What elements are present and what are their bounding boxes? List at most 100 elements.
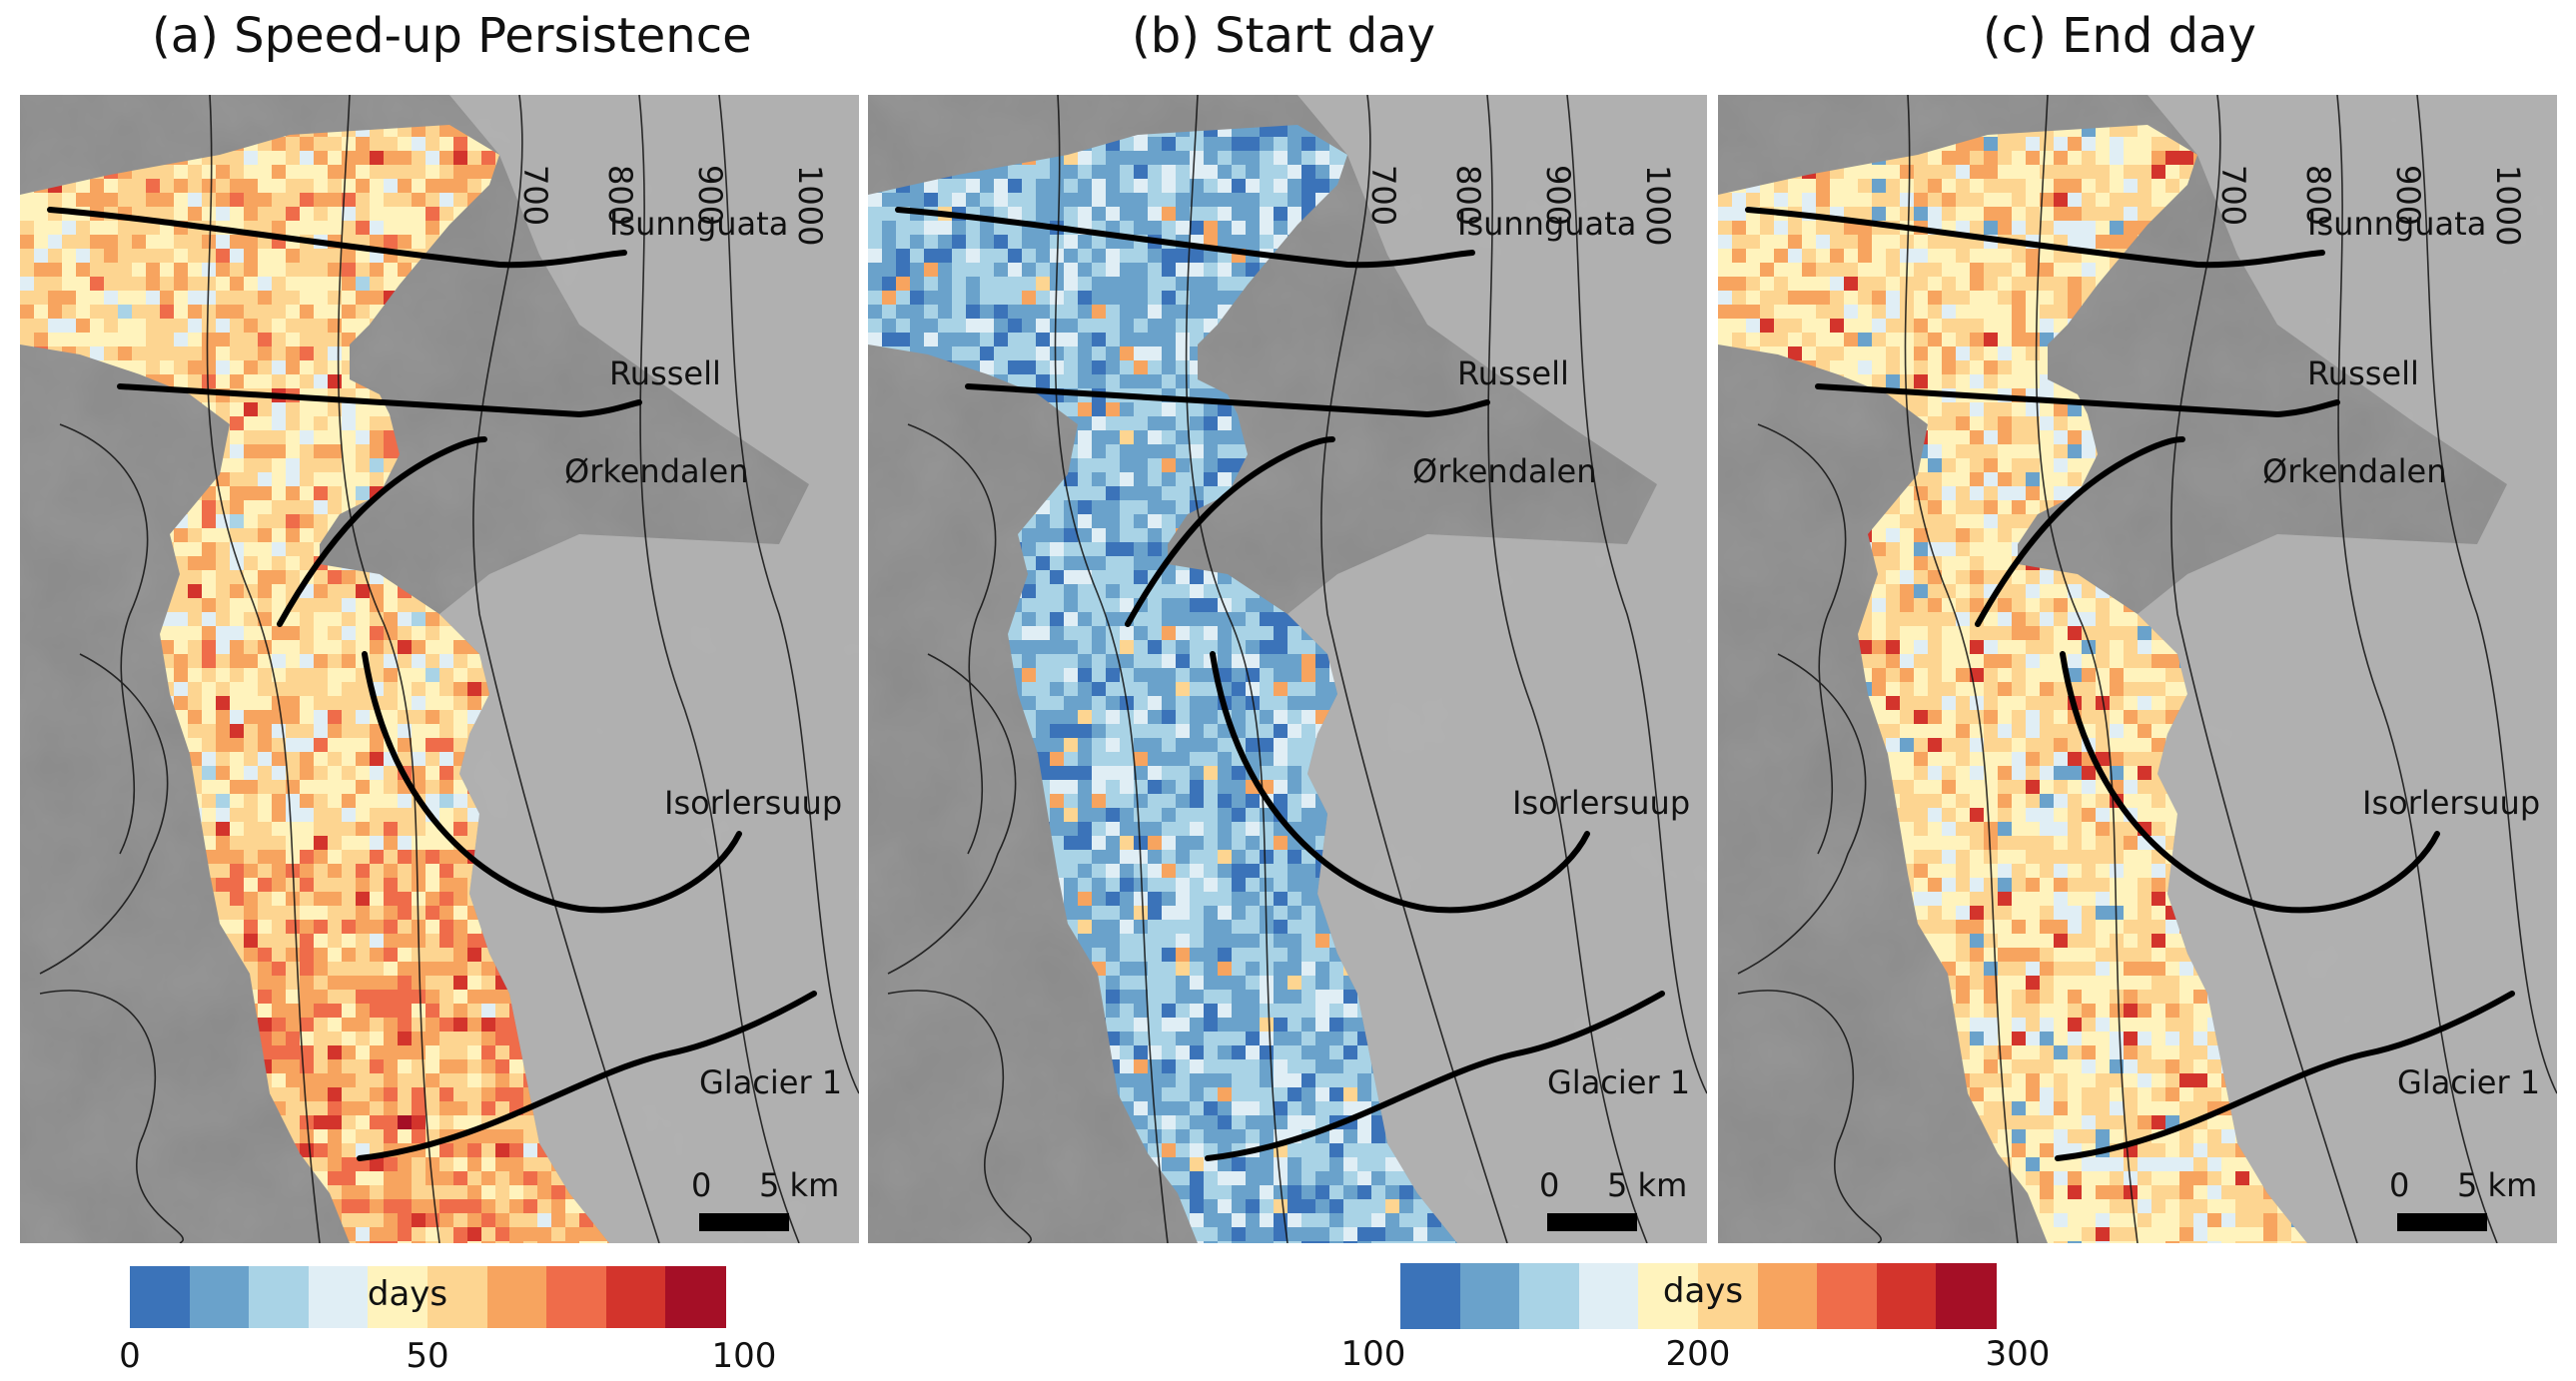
- mosaic-cell: [481, 1032, 495, 1045]
- mosaic-cell: [384, 1227, 398, 1241]
- mosaic-cell: [370, 1018, 384, 1032]
- mosaic-cell: [160, 333, 174, 346]
- mosaic-cell: [230, 640, 244, 654]
- mosaic-cell: [481, 1129, 495, 1143]
- mosaic-cell: [104, 346, 118, 360]
- mosaic-cell: [384, 430, 398, 444]
- mosaic-cell: [384, 682, 398, 696]
- mosaic-cell: [188, 682, 202, 696]
- mosaic-cell: [188, 360, 202, 374]
- mosaic-cell: [20, 235, 34, 249]
- mosaic-cell: [160, 193, 174, 207]
- mosaic-cell: [384, 948, 398, 962]
- mosaic-cell: [258, 207, 272, 221]
- mosaic-cell: [286, 892, 300, 906]
- mosaic-cell: [342, 570, 356, 584]
- mosaic-cell: [300, 179, 314, 193]
- mosaic-cell: [230, 179, 244, 193]
- mosaic-cell: [188, 710, 202, 724]
- mosaic-cell: [314, 1073, 328, 1087]
- mosaic-cell: [439, 976, 453, 990]
- mosaic-cell: [216, 612, 230, 626]
- mosaic-cell: [300, 514, 314, 528]
- mosaic-cell: [244, 263, 258, 277]
- mosaic-cell: [244, 430, 258, 444]
- mosaic-cell: [286, 263, 300, 277]
- mosaic-cell: [495, 1032, 509, 1045]
- mosaic-cell: [188, 193, 202, 207]
- mosaic-cell: [244, 766, 258, 780]
- mosaic-cell: [314, 570, 328, 584]
- mosaic-cell: [384, 780, 398, 794]
- mosaic-cell: [230, 794, 244, 808]
- mosaic-cell: [370, 416, 384, 430]
- mosaic-cell: [272, 472, 286, 486]
- mosaic-cell: [174, 207, 188, 221]
- mosaic-cell: [174, 291, 188, 305]
- mosaic-cell: [202, 654, 216, 668]
- mosaic-cell: [426, 948, 439, 962]
- mosaic-cell: [398, 864, 412, 878]
- mosaic-cell: [439, 1101, 453, 1115]
- mosaic-cell: [453, 738, 467, 752]
- mosaic-cell: [230, 346, 244, 360]
- mosaic-cell: [188, 724, 202, 738]
- mosaic-cell: [342, 766, 356, 780]
- mosaic-cell: [258, 612, 272, 626]
- mosaic-cell: [370, 402, 384, 416]
- mosaic-cell: [216, 374, 230, 388]
- mosaic-cell: [230, 892, 244, 906]
- mosaic-cell: [202, 836, 216, 850]
- mosaic-cell: [90, 249, 104, 263]
- mosaic-cell: [314, 207, 328, 221]
- mosaic-cell: [370, 151, 384, 165]
- mosaic-cell: [356, 1059, 370, 1073]
- mosaic-cell: [244, 682, 258, 696]
- mosaic-cell: [202, 682, 216, 696]
- mosaic-cell: [328, 724, 342, 738]
- mosaic-cell: [481, 1213, 495, 1227]
- mosaic-cell: [412, 1157, 426, 1171]
- mosaic-cell: [453, 710, 467, 724]
- mosaic-cell: [314, 962, 328, 976]
- mosaic-cell: [426, 892, 439, 906]
- mosaic-cell: [118, 346, 132, 360]
- mosaic-cell: [272, 710, 286, 724]
- mosaic-cell: [146, 165, 160, 179]
- mosaic-cell: [356, 990, 370, 1004]
- mosaic-cell: [551, 1227, 565, 1241]
- mosaic-cell: [398, 836, 412, 850]
- mosaic-cell: [426, 1199, 439, 1213]
- mosaic-cell: [356, 263, 370, 277]
- mosaic-cell: [244, 822, 258, 836]
- mosaic-cell: [481, 990, 495, 1004]
- mosaic-cell: [370, 1115, 384, 1129]
- mosaic-cell: [370, 990, 384, 1004]
- mosaic-cell: [258, 710, 272, 724]
- mosaic-cell: [412, 878, 426, 892]
- mosaic-cell: [230, 878, 244, 892]
- mosaic-cell: [384, 612, 398, 626]
- mosaic-cell: [300, 1045, 314, 1059]
- mosaic-cell: [104, 277, 118, 291]
- mosaic-cell: [398, 962, 412, 976]
- mosaic-cell: [398, 263, 412, 277]
- mosaic-cell: [258, 906, 272, 920]
- mosaic-cell: [146, 235, 160, 249]
- mosaic-cell: [258, 682, 272, 696]
- mosaic-cell: [356, 458, 370, 472]
- mosaic-cell: [20, 319, 34, 333]
- mosaic-cell: [523, 1115, 537, 1129]
- mosaic-cell: [342, 808, 356, 822]
- mosaic-cell: [202, 528, 216, 542]
- mosaic-cell: [244, 612, 258, 626]
- mosaic-cell: [188, 528, 202, 542]
- mosaic-cell: [453, 640, 467, 654]
- mosaic-cell: [342, 654, 356, 668]
- mosaic-cell: [216, 277, 230, 291]
- mosaic-cell: [132, 249, 146, 263]
- mosaic-cell: [174, 235, 188, 249]
- mosaic-cell: [314, 780, 328, 794]
- mosaic-cell: [286, 444, 300, 458]
- mosaic-cell: [314, 249, 328, 263]
